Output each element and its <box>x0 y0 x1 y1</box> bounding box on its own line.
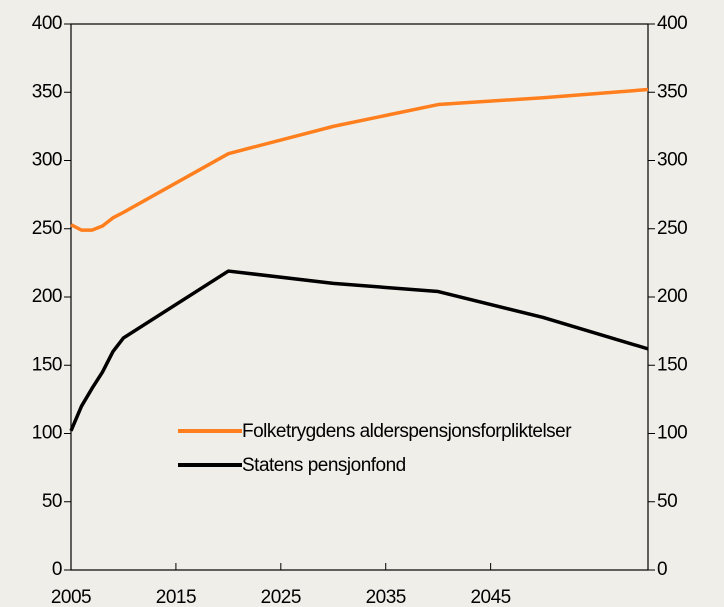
series-line <box>69 269 649 432</box>
y2-tick-label: 200 <box>657 286 687 307</box>
legend-swatch <box>178 463 242 467</box>
legend-label: Folketrygdens alderspensjonsforpliktelse… <box>242 421 572 442</box>
y-tick-label: 0 <box>52 559 62 580</box>
y-tick-label: 300 <box>32 150 62 171</box>
x-tick-label: 2035 <box>366 587 406 607</box>
y-tick-label: 100 <box>32 423 62 444</box>
y2-tick-label: 50 <box>657 491 677 512</box>
plot-frame <box>70 23 649 571</box>
y2-tick-label: 250 <box>657 218 687 239</box>
y-tick-label: 250 <box>32 218 62 239</box>
legend-swatch <box>178 429 242 433</box>
x-tick-label: 2015 <box>156 587 196 607</box>
y2-tick-label: 400 <box>657 13 687 34</box>
y-tick-label: 50 <box>42 491 62 512</box>
legend: Folketrygdens alderspensjonsforpliktelse… <box>178 418 572 486</box>
x-tick-label: 2045 <box>470 587 510 607</box>
legend-label: Statens pensjonfond <box>242 455 406 476</box>
series-line <box>70 87 649 232</box>
legend-item: Statens pensjonfond <box>178 452 571 480</box>
legend-item: Folketrygdens alderspensjonsforpliktelse… <box>178 418 572 446</box>
y2-tick-label: 150 <box>657 354 687 375</box>
y-tick-label: 150 <box>32 354 62 375</box>
y2-tick-label: 300 <box>657 150 687 171</box>
y2-tick-label: 0 <box>657 559 667 580</box>
x-tick-label: 2025 <box>261 587 301 607</box>
x-tick-label: 2005 <box>51 587 91 607</box>
y2-tick-label: 100 <box>657 423 687 444</box>
y-tick-label: 350 <box>32 81 62 102</box>
y-tick-label: 200 <box>32 286 62 307</box>
y2-tick-label: 350 <box>657 81 687 102</box>
y-tick-label: 400 <box>32 13 62 34</box>
